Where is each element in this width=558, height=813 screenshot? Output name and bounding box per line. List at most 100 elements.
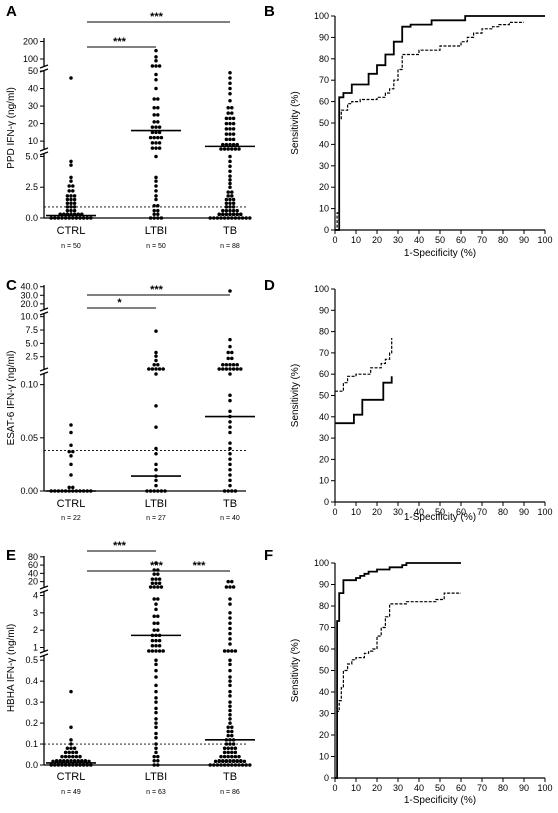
axis-break-mark — [39, 64, 49, 69]
data-point — [154, 86, 158, 91]
data-point — [156, 763, 160, 767]
data-point — [63, 216, 68, 220]
y-tick-label: 40.0 — [20, 282, 38, 292]
data-point — [235, 142, 239, 147]
data-point — [226, 754, 230, 759]
y-tick-label: 90 — [319, 32, 329, 42]
data-point — [154, 736, 158, 740]
x-tick-label: 100 — [537, 507, 552, 517]
data-point — [237, 147, 241, 151]
data-point — [83, 759, 88, 763]
data-point — [71, 754, 75, 759]
data-point — [231, 367, 236, 371]
y-tick-label: 40 — [319, 139, 329, 149]
data-point — [222, 147, 227, 151]
data-point — [228, 742, 232, 746]
data-point — [71, 184, 75, 188]
data-point — [226, 190, 230, 194]
data-point — [69, 194, 73, 198]
panel-C: C 0.00 0.05 0.10 2.5 5.0 7.5 10.0 20.030.040.0 ES… — [6, 277, 255, 522]
data-point — [228, 174, 232, 178]
data-point — [228, 132, 232, 136]
x-tick-label: 40 — [414, 783, 424, 793]
x-tick-label: 90 — [519, 507, 529, 517]
data-point — [72, 197, 77, 202]
data-point — [154, 154, 158, 159]
data-point — [244, 216, 248, 220]
data-point — [228, 81, 232, 86]
data-point — [152, 203, 156, 208]
data-point — [240, 216, 245, 220]
data-point — [63, 754, 68, 759]
data-point — [156, 113, 160, 117]
y-tick-label: 80 — [319, 601, 329, 611]
data-point — [154, 72, 158, 77]
roc-curve-solid — [335, 562, 461, 779]
data-point — [157, 141, 162, 145]
data-point — [233, 763, 238, 767]
data-point — [224, 127, 229, 131]
data-point — [154, 146, 158, 150]
data-point — [74, 216, 79, 220]
data-point — [159, 585, 164, 589]
data-point — [78, 763, 82, 767]
data-point — [219, 147, 223, 151]
data-point — [242, 759, 247, 764]
data-point — [228, 717, 232, 721]
y-tick-label: 70 — [319, 348, 329, 358]
data-point — [226, 750, 230, 755]
panel-letter: C — [6, 277, 17, 294]
x-tick-label: 20 — [372, 507, 382, 517]
data-point — [89, 216, 93, 220]
data-point — [154, 638, 158, 643]
data-point — [152, 113, 156, 117]
data-point — [156, 212, 160, 217]
data-point — [226, 489, 230, 493]
data-point — [224, 208, 229, 213]
data-point — [233, 649, 238, 653]
data-point — [72, 201, 77, 205]
data-point — [80, 759, 84, 763]
data-point — [231, 142, 236, 147]
panel-F: F 00 10 10 20 20 30 30 40 40 50 50 60 60 70 70 80 80 90 90 1… — [264, 547, 553, 806]
data-point — [154, 675, 158, 679]
data-point — [148, 135, 153, 140]
data-point — [231, 201, 236, 205]
data-point — [156, 585, 160, 589]
category-label: TB — [223, 225, 237, 237]
x-tick-label: 50 — [435, 235, 445, 245]
x-tick-label: 70 — [477, 507, 487, 517]
data-point — [248, 216, 252, 220]
data-point — [154, 710, 158, 715]
data-point — [228, 626, 232, 631]
data-point — [152, 97, 156, 101]
data-point — [219, 754, 223, 759]
y-axis-label: Sensitivity (%) — [290, 364, 301, 427]
data-point — [228, 621, 232, 625]
data-point — [156, 621, 160, 625]
data-point — [228, 367, 232, 371]
data-point — [150, 644, 155, 648]
data-point — [157, 581, 162, 586]
data-point — [215, 216, 220, 220]
data-point — [159, 216, 164, 220]
data-point — [69, 443, 73, 448]
data-point — [228, 658, 232, 662]
data-point — [224, 142, 229, 147]
data-point — [235, 212, 239, 217]
y-tick-label: 30.0 — [20, 290, 38, 300]
data-point — [152, 614, 156, 619]
data-point — [62, 759, 66, 763]
x-tick-label: 10 — [351, 783, 361, 793]
data-point — [228, 185, 232, 189]
axis-break-mark — [39, 653, 49, 658]
data-point — [154, 462, 158, 467]
data-point — [248, 763, 252, 767]
x-tick-label: 30 — [393, 235, 403, 245]
data-point — [231, 208, 236, 213]
data-point — [226, 746, 230, 750]
data-point — [60, 216, 64, 220]
data-point — [228, 201, 232, 205]
data-point — [228, 679, 232, 683]
data-point — [81, 763, 86, 767]
